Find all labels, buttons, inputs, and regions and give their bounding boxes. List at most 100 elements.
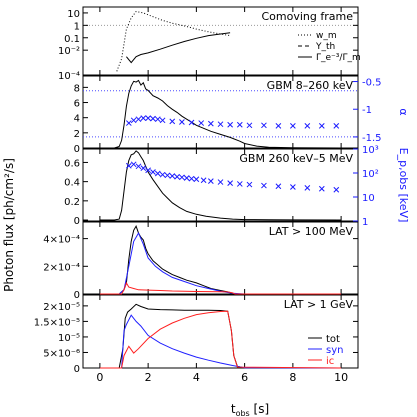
series-line-Γ_e⁻³/Γ_m (126, 32, 231, 64)
panels-group: 10 1 0.110⁻² 10⁻⁴ Comoving frame w_mY_thΓ_e⁻³… (34, 6, 410, 384)
marker-E_p,obs (169, 173, 176, 179)
marker-E_p,obs (188, 175, 195, 182)
marker-α (150, 115, 156, 122)
marker-E_p,obs (174, 173, 180, 180)
marker-E_p,obs (261, 182, 267, 189)
marker-E_p,obs (130, 161, 137, 168)
panel-title: Comoving frame (262, 10, 354, 23)
marker-E_p,obs (159, 171, 166, 178)
legend-label: Y_th (315, 42, 335, 52)
panel-frame (82, 148, 359, 222)
marker-α (188, 119, 195, 126)
panel-lat100: 0 2×10⁻⁴ 4×10⁻⁴ LAT > 100 MeV (43, 221, 359, 301)
marker-α (290, 122, 296, 129)
marker-α (275, 122, 282, 129)
marker-E_p,obs (164, 172, 171, 179)
legend-label: ic (326, 356, 334, 367)
panel-gbm2: 0 0.2 0.4 0.6 1 10 10² 10³ E_p,obs [keV] GBM 260 … (64, 145, 410, 228)
x-tick-label: 6 (241, 371, 248, 384)
y-tick-label: 5×10⁻⁶ (43, 348, 80, 359)
marker-E_p,obs (193, 176, 200, 183)
marker-α (261, 122, 267, 129)
marker-E_p,obs (125, 162, 132, 169)
y-tick-label: 10⁻² (58, 46, 80, 57)
legend-label: Γ_e⁻³/Γ_m (316, 53, 361, 63)
panel-comoving: 101 0.110⁻² 10⁻⁴ Comoving frame w_mY_thΓ_e⁻³… (58, 6, 361, 82)
marker-E_p,obs (304, 185, 311, 191)
panel-frame (82, 6, 359, 76)
series-line-flux (99, 79, 342, 149)
y-tick-label: 0 (74, 216, 80, 227)
right-y-tick-label: -0.5 (362, 78, 382, 89)
marker-E_p,obs (236, 181, 243, 187)
marker-α (125, 120, 132, 126)
right-y-tick-label: 10 (362, 193, 375, 204)
right-y-tick-label: 10² (362, 169, 379, 180)
series-line-syn (99, 314, 342, 369)
marker-E_p,obs (333, 186, 340, 193)
marker-α (179, 119, 185, 125)
marker-α (130, 117, 137, 124)
y-tick-label: 0.2 (64, 197, 80, 208)
panel-frame (82, 294, 359, 369)
y-tick-label: 1.5×10⁻⁵ (34, 317, 80, 328)
y-tick-label: 0 (74, 144, 80, 155)
y-tick-label: 0.6 (64, 158, 80, 169)
marker-α (140, 115, 147, 121)
marker-E_p,obs (200, 177, 207, 184)
y-tick-label: 4 (74, 114, 80, 125)
y-tick-label: 10 (67, 9, 80, 20)
marker-E_p,obs (140, 165, 147, 171)
legend-label: w_m (316, 31, 337, 41)
marker-E_p,obs (290, 184, 296, 190)
x-tick-label: 4 (193, 371, 200, 384)
marker-E_p,obs (207, 178, 214, 184)
series-line-tot (99, 303, 342, 369)
panel-frame (82, 221, 359, 295)
marker-E_p,obs (135, 163, 142, 170)
y-tick-label: 8 (74, 83, 80, 94)
y-axis-label-photon-flux: Photon flux [ph/cm²/s] (2, 158, 16, 292)
right-axis-label: E_p,obs [keV] (397, 148, 410, 223)
marker-E_p,obs (183, 175, 190, 181)
panel-frame (82, 75, 359, 149)
x-tick-label: 8 (289, 371, 296, 384)
x-axis-label: tobs [s] (231, 402, 269, 417)
panel-title: LAT > 1 GeV (284, 298, 354, 311)
panel-lat1: 0 5×10⁻⁶ 10⁻⁵ 1.5×10⁻⁵ 2×10⁻⁵ LAT > 1 GeV tots… (34, 294, 359, 384)
marker-E_p,obs (217, 179, 224, 185)
marker-α (236, 121, 243, 128)
marker-α (154, 116, 161, 123)
x-tick-label: 10 (334, 371, 348, 384)
y-tick-label: 10⁻⁴ (58, 71, 80, 82)
y-tick-label: 6 (74, 99, 80, 110)
right-axis-label: α (397, 108, 410, 115)
marker-E_p,obs (179, 174, 185, 181)
y-tick-label: 2×10⁻⁴ (43, 262, 80, 273)
right-y-tick-label: 10³ (362, 145, 379, 156)
marker-E_p,obs (154, 170, 161, 177)
series-line-ic (99, 281, 342, 295)
marker-α (135, 116, 142, 123)
y-tick-label: 2 (74, 129, 80, 140)
marker-α (227, 121, 234, 128)
y-tick-label: 10⁻⁵ (58, 333, 80, 344)
marker-α (246, 122, 253, 129)
legend-label: tot (326, 334, 340, 345)
marker-α (198, 120, 205, 126)
series-line-ic (99, 310, 342, 369)
y-tick-label: 4×10⁻⁴ (43, 235, 80, 246)
y-tick-label: 2×10⁻⁵ (43, 302, 80, 313)
x-tick-label: 2 (145, 371, 152, 384)
series-line-w_m (116, 10, 231, 72)
marker-α (304, 122, 311, 129)
y-tick-label: 0 (74, 364, 80, 375)
marker-E_p,obs (275, 183, 282, 190)
marker-E_p,obs (318, 185, 325, 192)
y-tick-label: 0.1 (64, 34, 80, 45)
series-line-tot (99, 225, 342, 295)
marker-α (333, 122, 340, 129)
right-y-tick-label: 1 (362, 217, 368, 228)
marker-α (145, 115, 151, 121)
marker-α (159, 117, 166, 124)
